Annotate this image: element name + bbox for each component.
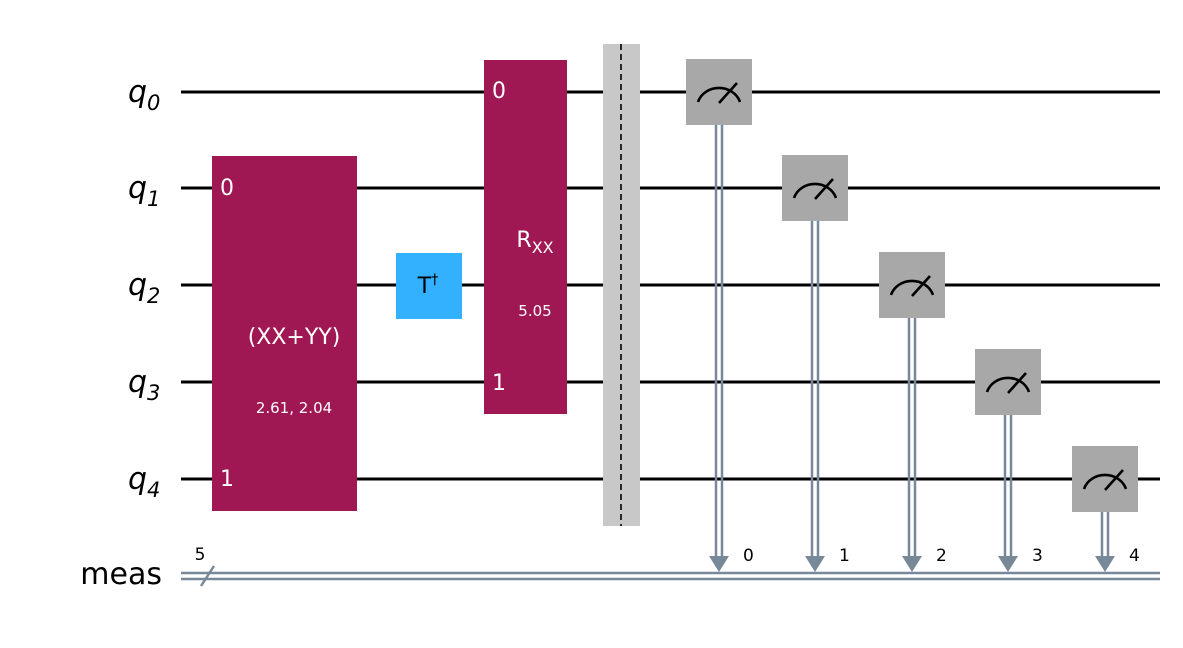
measure-gate-q2: 2 xyxy=(879,252,947,572)
xx-plus-yy-gate-params: 2.61, 2.04 xyxy=(256,399,332,417)
measure-gate-box xyxy=(879,252,945,318)
rxx-gate-params: 5.05 xyxy=(518,302,551,320)
measure-arrow xyxy=(709,556,729,572)
meter-icon xyxy=(696,86,742,103)
qubit-label-q2: q2 xyxy=(128,268,160,308)
register-width-label: 5 xyxy=(195,545,206,565)
classical-register-label: meas xyxy=(80,557,162,592)
xx-plus-yy-gate: 0 1 (XX+YY) 2.61, 2.04 xyxy=(212,156,357,511)
barrier xyxy=(603,44,640,526)
xx-plus-yy-gate-box xyxy=(212,156,357,511)
measure-gate-q3: 3 xyxy=(975,349,1043,572)
measure-gate-box xyxy=(686,59,752,125)
meter-needle-icon xyxy=(1104,469,1124,491)
measure-bit-label: 1 xyxy=(839,546,850,566)
measure-gate-box xyxy=(782,155,848,221)
measure-bit-label: 4 xyxy=(1129,546,1140,566)
measure-bit-label: 0 xyxy=(743,546,754,566)
qubit-label-q1: q1 xyxy=(128,171,160,211)
t-dagger-gate: T† xyxy=(396,253,462,319)
rxx-gate-label: RXX xyxy=(516,228,553,257)
measure-arrow xyxy=(902,556,922,572)
xx-plus-yy-port-bottom: 1 xyxy=(220,467,234,492)
measure-bit-label: 2 xyxy=(936,546,947,566)
measure-bit-label: 3 xyxy=(1032,546,1043,566)
qubit-labels: q0 q1 q2 q3 q4 xyxy=(128,75,160,502)
measure-gate-box xyxy=(1072,446,1138,512)
meter-icon xyxy=(1082,473,1128,490)
measure-gate-q1: 1 xyxy=(782,155,850,572)
meter-icon xyxy=(889,279,935,296)
qubit-label-q0: q0 xyxy=(128,75,160,115)
rxx-port-bottom: 1 xyxy=(492,371,506,396)
t-dagger-gate-label: T† xyxy=(417,272,438,299)
meter-needle-icon xyxy=(911,275,931,297)
meter-needle-icon xyxy=(1007,372,1027,394)
xx-plus-yy-gate-label: (XX+YY) xyxy=(248,325,341,350)
meter-needle-icon xyxy=(814,178,834,200)
rxx-gate-box xyxy=(484,60,567,414)
rxx-port-top: 0 xyxy=(492,79,506,104)
rxx-gate: 0 1 RXX 5.05 xyxy=(484,60,567,414)
qubit-label-q3: q3 xyxy=(128,365,160,405)
measure-gate-box xyxy=(975,349,1041,415)
qubit-label-q4: q4 xyxy=(128,462,160,502)
bus-slash xyxy=(199,565,216,587)
measurements: 0 1 2 3 4 xyxy=(686,59,1140,572)
measure-gate-q4: 4 xyxy=(1072,446,1140,572)
measure-arrow xyxy=(805,556,825,572)
meter-needle-icon xyxy=(718,82,738,104)
meter-icon xyxy=(985,376,1031,393)
measure-arrow xyxy=(1095,556,1115,572)
xx-plus-yy-port-top: 0 xyxy=(220,176,234,201)
classical-wire xyxy=(181,571,1160,581)
measure-arrow xyxy=(998,556,1018,572)
measure-gate-q0: 0 xyxy=(686,59,754,572)
meter-icon xyxy=(792,182,838,199)
t-dagger-gate-box xyxy=(396,253,462,319)
